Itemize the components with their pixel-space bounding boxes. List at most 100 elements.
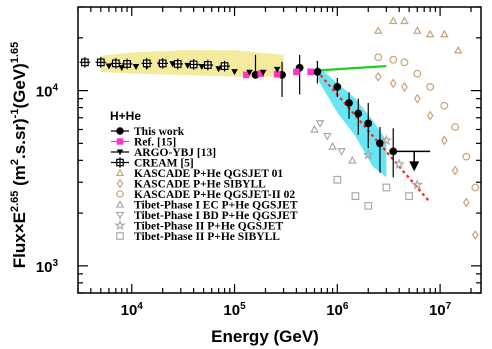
x-tick-label-2: 106 [326,301,349,319]
data-point [451,165,459,176]
legend-entry-2: ARGO-YBJ [13] [111,147,216,159]
data-point [389,78,397,89]
legend-entry-3: CREAM [5] [111,157,194,170]
legend-entry-9: Tibet-Phase II P+He QGSJET [114,219,283,233]
data-point [374,71,382,82]
data-point [453,45,463,54]
legend-label-3: CREAM [5] [134,158,194,170]
data-point [345,99,353,107]
legend-entry-5: KASCADE P+He SIBYLL [116,178,266,191]
legend-marker-10 [116,232,124,240]
legend-entry-1: Ref. [15] [111,137,176,149]
legend-marker-6 [116,190,124,198]
fit-lines [314,65,431,204]
legend-label-2: ARGO-YBJ [13] [134,147,216,159]
legend-marker-3 [114,157,126,168]
series-6 [374,53,480,192]
data-point [310,124,319,133]
data-point [172,58,184,70]
data-point [413,69,422,78]
legend-label-0: This work [134,126,185,138]
data-point [323,132,332,141]
x-axis-label: Energy (GeV) [211,327,319,346]
x-tick-label-3: 107 [429,301,452,319]
data-point [380,134,393,146]
data-point [362,148,374,160]
data-point [105,63,113,70]
legend-entry-8: Tibet-Phase I BD P+He QGSJET [115,210,298,222]
data-point [471,229,479,241]
data-point [328,141,337,150]
fit-line-1 [315,69,431,204]
data-point [121,58,133,70]
data-point [259,69,267,76]
legend-label-5: KASCADE P+He SIBYLL [134,179,266,191]
data-point [426,82,435,91]
data-point [393,158,405,170]
legend-entry-0: This work [111,126,185,138]
legend-title: H+He [110,109,141,123]
data-point [462,197,470,208]
data-point [462,152,471,161]
data-point [79,57,91,68]
data-point [333,82,342,91]
data-point [351,192,360,201]
legend-marker-0 [116,127,124,135]
legend-marker-5 [116,178,124,189]
series-4 [373,16,463,54]
series-1 [242,68,314,79]
data-point [231,69,238,76]
y-axis-label: Flux×E2.65 (m2.s.sr)-1(GeV)1.65 [9,42,29,268]
data-point [412,26,422,34]
data-point [313,67,322,76]
legend-label-6: KASCADE P+He QGSJET-II 02 [134,189,295,201]
data-point [388,16,398,25]
data-point [364,119,373,128]
data-point [382,183,391,192]
legend-label-1: Ref. [15] [134,137,176,149]
series-9 [362,134,424,190]
data-point [376,139,384,148]
data-point [215,66,222,73]
data-point [333,175,342,184]
data-point [425,29,435,38]
data-point [202,59,214,71]
data-point [413,93,421,104]
data-point [157,58,168,69]
data-point [374,53,383,62]
legend-label-10: Tibet-Phase II P+He SIBYLL [134,231,280,243]
series-5 [374,71,479,241]
legend-marker-8 [115,211,125,220]
data-series [79,16,480,241]
data-point [400,16,409,25]
data-point [307,68,314,76]
data-point [389,55,398,64]
data-point [440,101,449,110]
data-point [273,66,281,73]
y-tick-label-1: 104 [36,83,59,101]
x-tick-label-0: 104 [121,301,144,319]
legend-marker-9 [114,219,126,231]
data-point [364,201,373,210]
data-point [348,155,357,164]
legend-label-9: Tibet-Phase II P+He QGSJET [134,221,283,233]
data-point [293,68,300,76]
legend-marker-4 [115,168,125,177]
legend-marker-1 [116,138,124,145]
legend-entry-4: KASCADE P+He QGSJET 01 [115,168,283,180]
data-point [141,58,153,69]
legend-entry-10: Tibet-Phase II P+He SIBYLL [116,231,280,243]
series-8 [315,120,346,156]
data-point [354,109,363,118]
data-point [132,64,140,70]
upper-limit-arrow [409,161,420,172]
legend-label-7: Tibet-Phase I EC P+He QGSJET [134,200,298,212]
series-0 [251,54,431,178]
data-point [95,57,107,68]
data-point [373,26,383,34]
data-point [426,110,434,121]
data-point [246,69,253,76]
series-3 [79,57,230,72]
data-point [440,135,448,146]
